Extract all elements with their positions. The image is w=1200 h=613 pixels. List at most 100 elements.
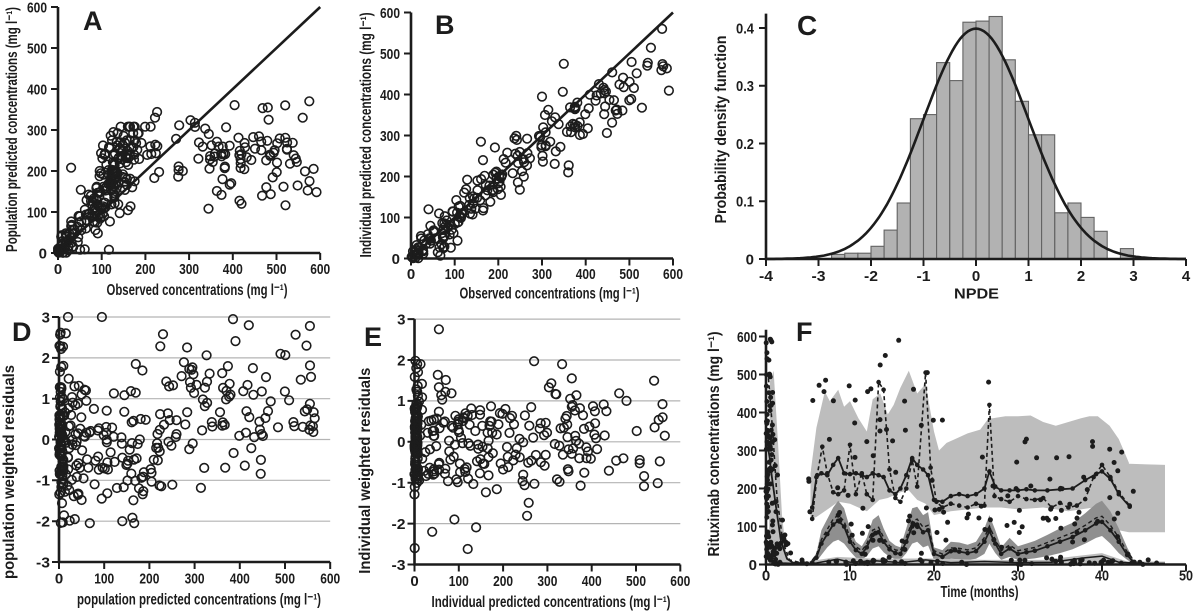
- svg-text:300: 300: [179, 261, 199, 278]
- svg-text:0: 0: [392, 251, 400, 268]
- svg-text:300: 300: [27, 122, 47, 139]
- svg-text:-4: -4: [759, 268, 774, 285]
- svg-text:100: 100: [92, 261, 112, 278]
- svg-text:600: 600: [380, 5, 400, 22]
- svg-text:400: 400: [223, 261, 243, 278]
- svg-text:0.1: 0.1: [736, 194, 754, 211]
- svg-text:600: 600: [670, 573, 690, 590]
- svg-text:600: 600: [27, 0, 47, 16]
- svg-text:2: 2: [1077, 268, 1085, 285]
- svg-text:500: 500: [275, 571, 295, 588]
- svg-text:500: 500: [267, 261, 287, 278]
- svg-text:Individual predicted concentra: Individual predicted concentrations (mg …: [432, 594, 671, 611]
- svg-text:500: 500: [27, 40, 47, 57]
- svg-text:0.4: 0.4: [736, 20, 755, 37]
- svg-text:-2: -2: [392, 516, 406, 533]
- svg-text:0: 0: [54, 261, 62, 278]
- svg-text:20: 20: [927, 568, 941, 585]
- svg-text:-3: -3: [36, 554, 50, 571]
- svg-text:0: 0: [410, 573, 418, 590]
- svg-text:Observed concentrations (mg l⁻: Observed concentrations (mg l⁻¹): [460, 286, 640, 303]
- svg-text:200: 200: [488, 266, 508, 283]
- svg-text:200: 200: [737, 481, 757, 498]
- svg-text:30: 30: [1011, 568, 1025, 585]
- svg-text:300: 300: [185, 571, 205, 588]
- svg-text:0: 0: [39, 245, 47, 262]
- svg-text:A: A: [83, 6, 103, 36]
- svg-text:400: 400: [576, 266, 596, 283]
- svg-text:0: 0: [762, 568, 770, 585]
- svg-text:300: 300: [380, 128, 400, 145]
- svg-text:200: 200: [493, 573, 513, 590]
- svg-text:-1: -1: [392, 475, 406, 492]
- svg-text:-2: -2: [36, 514, 50, 531]
- svg-text:B: B: [435, 10, 455, 40]
- svg-text:Probability density function: Probability density function: [713, 36, 730, 224]
- svg-text:-3: -3: [812, 268, 826, 285]
- svg-text:10: 10: [843, 568, 857, 585]
- svg-text:400: 400: [380, 87, 400, 104]
- svg-text:100: 100: [94, 571, 114, 588]
- svg-text:1: 1: [1024, 268, 1032, 285]
- svg-text:population weighted residuals: population weighted residuals: [1, 365, 18, 579]
- svg-text:3: 3: [397, 311, 405, 328]
- svg-text:Individual predicted concentra: Individual predicted concentrations (mg …: [358, 13, 375, 258]
- svg-text:100: 100: [27, 204, 47, 221]
- svg-text:0: 0: [972, 268, 980, 285]
- svg-text:100: 100: [380, 210, 400, 227]
- svg-text:600: 600: [737, 329, 757, 346]
- svg-text:0: 0: [746, 251, 754, 268]
- svg-text:500: 500: [626, 573, 646, 590]
- svg-text:400: 400: [27, 81, 47, 98]
- svg-text:Observed concentrations (mg l⁻: Observed concentrations (mg l⁻¹): [107, 282, 288, 299]
- svg-text:0: 0: [749, 557, 757, 574]
- svg-text:C: C: [797, 10, 817, 41]
- svg-text:200: 200: [139, 571, 159, 588]
- svg-text:2: 2: [397, 352, 405, 369]
- svg-text:0.2: 0.2: [736, 136, 754, 153]
- svg-text:0: 0: [397, 434, 405, 451]
- svg-text:400: 400: [230, 571, 250, 588]
- svg-text:1: 1: [42, 391, 50, 408]
- svg-text:600: 600: [663, 266, 683, 283]
- svg-text:Time (months): Time (months): [941, 584, 1019, 601]
- svg-text:400: 400: [582, 573, 602, 590]
- svg-text:40: 40: [1095, 568, 1109, 585]
- svg-text:0.3: 0.3: [736, 78, 754, 95]
- svg-text:300: 300: [532, 266, 552, 283]
- svg-text:500: 500: [380, 46, 400, 63]
- svg-text:population predicted concentra: population predicted concentrations (mg …: [77, 592, 321, 609]
- svg-text:E: E: [364, 322, 382, 352]
- svg-text:3: 3: [1129, 268, 1137, 285]
- svg-text:500: 500: [619, 266, 639, 283]
- svg-text:-1: -1: [36, 473, 50, 490]
- svg-text:2: 2: [42, 350, 50, 367]
- svg-text:300: 300: [537, 573, 557, 590]
- svg-text:1: 1: [397, 393, 405, 410]
- svg-text:400: 400: [737, 405, 757, 422]
- svg-text:200: 200: [380, 169, 400, 186]
- svg-text:600: 600: [320, 571, 340, 588]
- svg-text:-1: -1: [917, 268, 931, 285]
- svg-text:300: 300: [737, 443, 757, 460]
- svg-text:F: F: [796, 317, 813, 347]
- svg-text:4: 4: [1182, 268, 1191, 285]
- svg-text:-3: -3: [392, 557, 406, 574]
- svg-text:3: 3: [42, 309, 50, 326]
- svg-text:0: 0: [55, 571, 63, 588]
- svg-text:Population predicted concentra: Population predicted concentrations (mg …: [4, 7, 21, 252]
- svg-text:0: 0: [407, 266, 415, 283]
- svg-text:600: 600: [310, 261, 330, 278]
- svg-text:Rituximab concentrations (mg l: Rituximab concentrations (mg l⁻¹): [706, 332, 723, 557]
- svg-text:-2: -2: [864, 268, 878, 285]
- svg-text:NPDE: NPDE: [954, 286, 999, 303]
- svg-text:100: 100: [445, 266, 465, 283]
- svg-text:0: 0: [42, 432, 50, 449]
- svg-text:100: 100: [737, 519, 757, 536]
- svg-text:200: 200: [135, 261, 155, 278]
- svg-text:100: 100: [449, 573, 469, 590]
- svg-text:500: 500: [737, 367, 757, 384]
- svg-text:D: D: [12, 317, 32, 347]
- svg-text:50: 50: [1179, 568, 1193, 585]
- svg-text:Individual weighted residuals: Individual weighted residuals: [357, 368, 374, 574]
